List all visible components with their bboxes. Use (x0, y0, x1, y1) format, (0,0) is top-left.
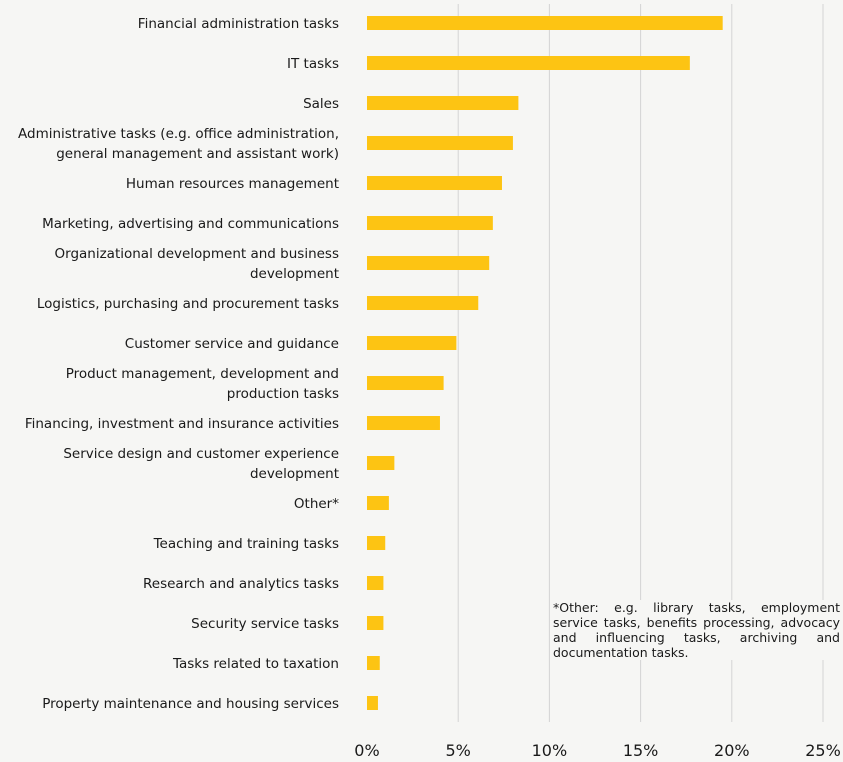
footnote: *Other: e.g. library tasks, employment s… (553, 600, 840, 660)
category-labels: Financial administration tasks IT tasks Sa… (18, 16, 339, 712)
x-axis-ticks: 0% 5% 10% 15% 20% 25% (354, 741, 840, 760)
category-label: Service design and customer experience de… (63, 446, 339, 482)
category-label: Marketing, advertising and communication… (42, 216, 339, 232)
bar (367, 336, 457, 350)
category-label: IT tasks (287, 56, 339, 72)
bar (367, 576, 384, 590)
bar (367, 536, 386, 550)
category-label: Tasks related to taxation (172, 656, 339, 672)
x-tick-label: 10% (532, 741, 568, 760)
category-label: Security service tasks (191, 616, 339, 632)
category-label: Organizational development and business d… (55, 246, 340, 282)
category-label: Sales (303, 96, 339, 112)
category-label: Financing, investment and insurance acti… (25, 416, 339, 432)
bar (367, 616, 384, 630)
bars (367, 16, 723, 710)
bar (367, 96, 519, 110)
category-label: Teaching and training tasks (153, 536, 339, 552)
bar (367, 176, 502, 190)
bar (367, 56, 690, 70)
category-label: Human resources management (126, 176, 339, 192)
category-label: Other* (294, 496, 339, 512)
bar (367, 456, 395, 470)
bar (367, 416, 440, 430)
bar (367, 16, 723, 30)
bar (367, 656, 380, 670)
bar (367, 376, 444, 390)
category-label: Property maintenance and housing service… (42, 696, 339, 712)
category-label: Financial administration tasks (138, 16, 339, 32)
x-tick-label: 25% (805, 741, 841, 760)
category-label: Logistics, purchasing and procurement ta… (37, 296, 339, 312)
bar (367, 296, 479, 310)
x-tick-label: 0% (354, 741, 379, 760)
bar (367, 216, 493, 230)
bar (367, 136, 513, 150)
x-tick-label: 20% (714, 741, 750, 760)
category-label: Customer service and guidance (125, 336, 339, 352)
x-tick-label: 15% (623, 741, 659, 760)
category-label: Research and analytics tasks (143, 576, 339, 592)
category-label: Administrative tasks (e.g. office admini… (18, 126, 339, 162)
bar (367, 696, 378, 710)
category-label: Product management, development and produ… (66, 366, 339, 402)
bar (367, 496, 389, 510)
bar (367, 256, 490, 270)
x-tick-label: 5% (446, 741, 471, 760)
